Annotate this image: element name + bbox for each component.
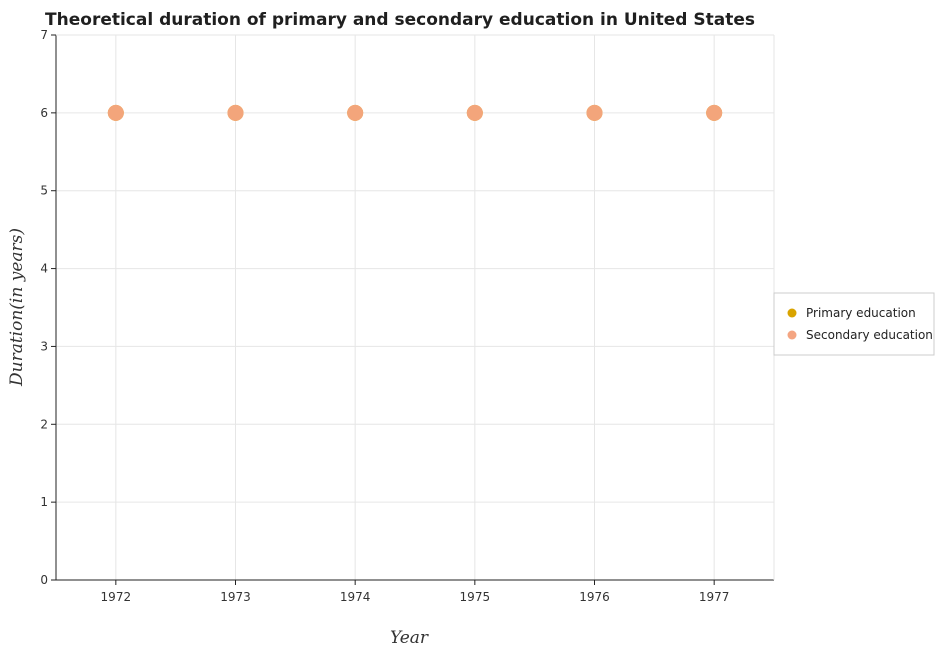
y-tick-label: 3 — [40, 339, 48, 353]
x-tick-label: 1973 — [220, 590, 251, 604]
grid — [56, 34, 774, 581]
y-axis-label: Duration(in years) — [7, 228, 27, 387]
legend-box — [773, 292, 935, 356]
legend-label-primary-education: Primary education — [806, 306, 916, 320]
y-tick-label: 4 — [40, 262, 48, 276]
y-tick-label: 6 — [40, 106, 48, 120]
x-tick-label: 1975 — [460, 590, 491, 604]
x-tick-label: 1974 — [340, 590, 371, 604]
point-secondary-education-1977 — [706, 104, 723, 121]
data-points — [107, 104, 723, 121]
point-secondary-education-1973 — [227, 104, 244, 121]
legend-label-secondary-education: Secondary education — [806, 328, 933, 342]
y-tick-label: 7 — [40, 28, 48, 42]
x-tick-label: 1972 — [101, 590, 132, 604]
y-tick-label: 5 — [40, 184, 48, 198]
point-secondary-education-1972 — [107, 104, 124, 121]
point-secondary-education-1974 — [347, 104, 364, 121]
chart-title: Theoretical duration of primary and seco… — [45, 10, 755, 30]
legend: Primary education Secondary education — [773, 292, 935, 356]
y-tick-label: 2 — [40, 417, 48, 431]
axes: 0 1 2 3 4 5 6 7 1972 1973 1974 1975 1976 1977 — [40, 28, 775, 604]
point-secondary-education-1975 — [466, 104, 483, 121]
x-tick-label: 1977 — [699, 590, 730, 604]
x-axis-label: Year — [390, 628, 429, 648]
y-tick-label: 0 — [40, 573, 48, 587]
point-secondary-education-1976 — [586, 104, 603, 121]
legend-swatch-secondary-education — [787, 330, 797, 340]
x-tick-label: 1976 — [579, 590, 610, 604]
y-tick-label: 1 — [40, 495, 48, 509]
legend-swatch-primary-education — [787, 308, 797, 318]
